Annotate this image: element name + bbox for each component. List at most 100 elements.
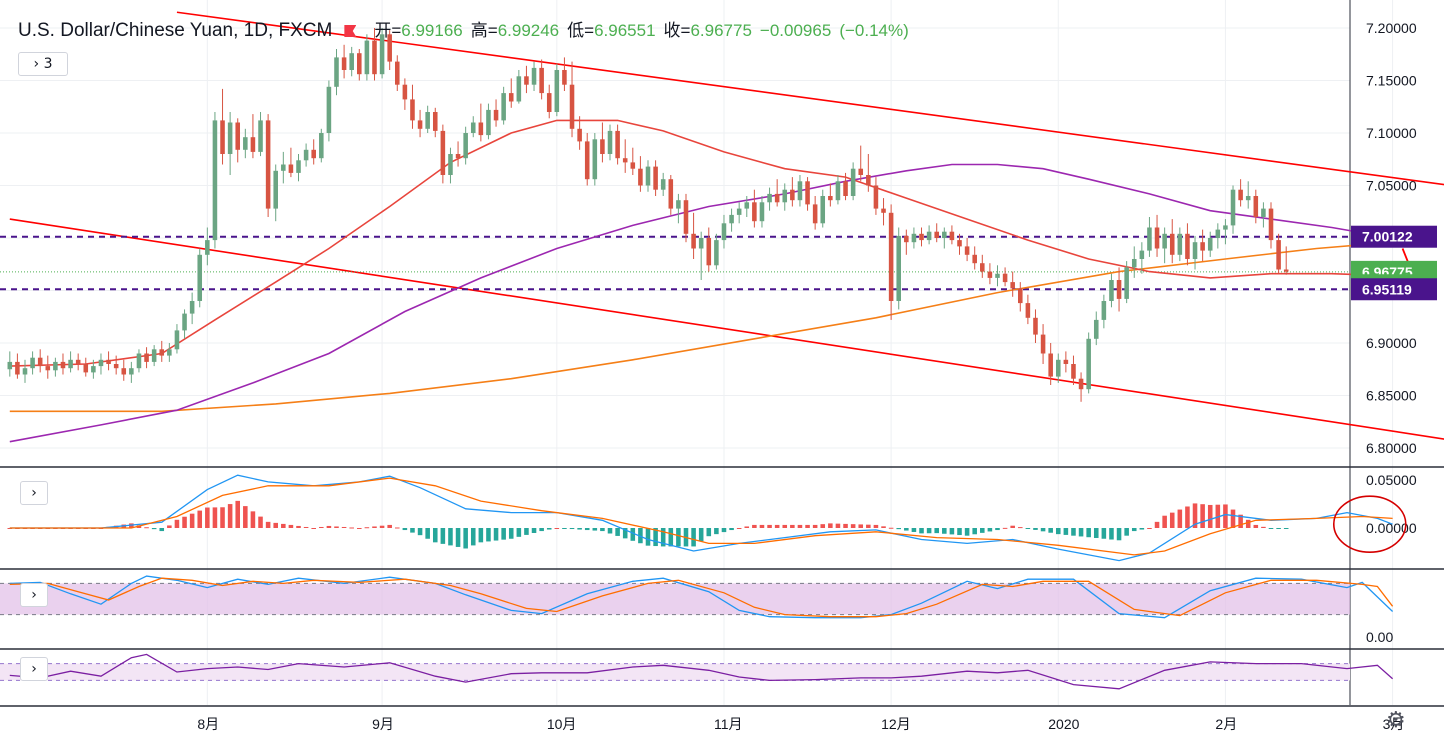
macd-histogram-bar <box>790 524 795 528</box>
candle-body <box>858 168 864 175</box>
macd-histogram-bar <box>752 524 757 528</box>
macd-histogram-bar <box>774 524 780 528</box>
high-label: 高= <box>470 21 498 40</box>
macd-histogram-bar <box>888 527 894 529</box>
macd-histogram-bar <box>714 528 719 535</box>
macd-histogram-bar <box>828 523 833 528</box>
candle-body <box>440 130 446 175</box>
macd-histogram-bar <box>1261 526 1266 528</box>
low-label: 低= <box>567 21 595 40</box>
candle-body <box>379 34 385 75</box>
macd-histogram-bar <box>379 525 385 528</box>
candle-body <box>37 357 43 367</box>
macd-histogram-bar <box>1048 528 1053 533</box>
flag-icon[interactable] <box>344 24 357 37</box>
candle-body <box>45 366 51 371</box>
macd-histogram-bar <box>957 528 962 536</box>
candle-body <box>265 120 271 209</box>
macd-histogram-bar <box>706 528 712 537</box>
macd-histogram-bar <box>227 504 233 528</box>
candle-body <box>1207 238 1213 251</box>
candle-body <box>1154 227 1160 249</box>
trendline <box>9 218 1444 440</box>
candle-body <box>896 235 902 301</box>
candle-body <box>972 254 977 264</box>
macd-histogram-bar <box>425 528 430 539</box>
candle-body <box>934 231 939 238</box>
gear-icon[interactable]: ⚙ <box>1386 708 1406 733</box>
macd-histogram-bar <box>554 528 560 529</box>
y-tick-label: 7.10000 <box>1366 125 1417 141</box>
macd-histogram-bar <box>1033 528 1038 530</box>
candle-body <box>212 120 218 241</box>
macd-histogram-bar <box>1169 512 1175 528</box>
candle-body <box>372 40 377 75</box>
stoch-pane-toggle[interactable]: › <box>20 583 48 607</box>
macd-histogram-bar <box>1147 528 1152 529</box>
symbol-name[interactable]: U.S. Dollar/Chinese Yuan <box>18 20 234 41</box>
candle-body <box>752 202 757 222</box>
candle-body <box>721 223 727 241</box>
macd-histogram-bar <box>524 528 529 535</box>
macd-histogram-bar <box>151 528 157 530</box>
macd-pane-toggle[interactable]: › <box>20 481 48 505</box>
candle-body <box>1200 242 1205 251</box>
macd-histogram-bar <box>1207 504 1213 528</box>
macd-histogram-bar <box>987 528 993 532</box>
candle-body <box>904 235 909 243</box>
macd-histogram-bar <box>1192 503 1198 528</box>
stoch-k-line <box>9 575 1394 619</box>
change-percent: (−0.14%) <box>839 21 909 40</box>
macd-histogram-bar <box>167 525 172 528</box>
indicators-toggle-button[interactable]: › 3 <box>18 52 68 76</box>
candle-body <box>250 137 256 152</box>
macd-histogram-bar <box>911 528 917 532</box>
candle-body <box>1147 227 1152 251</box>
macd-histogram-bar <box>189 513 195 528</box>
macd-histogram-bar <box>357 528 362 529</box>
stoch-band <box>0 583 1350 615</box>
candle-body <box>638 168 643 186</box>
macd-histogram-bar <box>1116 528 1122 541</box>
symbol-header: U.S. Dollar/Chinese Yuan, 1D, FXCM 开=6.99… <box>18 16 917 42</box>
macd-histogram-bar <box>736 528 742 529</box>
macd-histogram-bar <box>577 528 582 530</box>
candle-body <box>949 231 955 241</box>
candle-body <box>235 122 241 150</box>
macd-circle-annotation <box>1332 495 1407 553</box>
macd-histogram-bar <box>843 523 848 528</box>
macd-histogram-bar <box>767 524 772 528</box>
macd-histogram-bar <box>972 528 977 535</box>
candle-body <box>706 238 712 266</box>
candle-body <box>584 141 590 180</box>
macd-histogram-bar <box>1276 528 1281 529</box>
macd-histogram-bar <box>1245 519 1251 528</box>
candle-body <box>850 168 856 196</box>
candle-body <box>402 84 408 100</box>
candle-body <box>790 189 795 201</box>
macd-histogram-bar <box>440 528 446 544</box>
candle-body <box>448 154 453 175</box>
macd-histogram-bar <box>676 528 681 547</box>
macd-histogram-bar <box>569 528 575 530</box>
interval-label[interactable]: 1D <box>243 20 268 41</box>
macd-histogram-bar <box>1010 525 1015 528</box>
candle-body <box>341 57 347 70</box>
rsi-pane-toggle[interactable]: › <box>20 657 48 681</box>
candle-body <box>1245 196 1251 201</box>
candle-body <box>1169 233 1175 255</box>
macd-histogram-bar <box>1071 528 1076 536</box>
macd-histogram-bar <box>744 526 750 528</box>
macd-histogram-bar <box>258 516 263 528</box>
x-tick-label: 3月 <box>1383 716 1405 732</box>
macd-histogram-bar <box>949 528 955 535</box>
candle-body <box>167 349 172 356</box>
macd-histogram-bar <box>531 528 537 533</box>
rsi-band <box>0 663 1350 681</box>
candle-body <box>911 233 917 243</box>
macd-histogram-bar <box>812 524 818 528</box>
macd-histogram-bar <box>417 528 423 536</box>
candle-body <box>243 137 248 150</box>
